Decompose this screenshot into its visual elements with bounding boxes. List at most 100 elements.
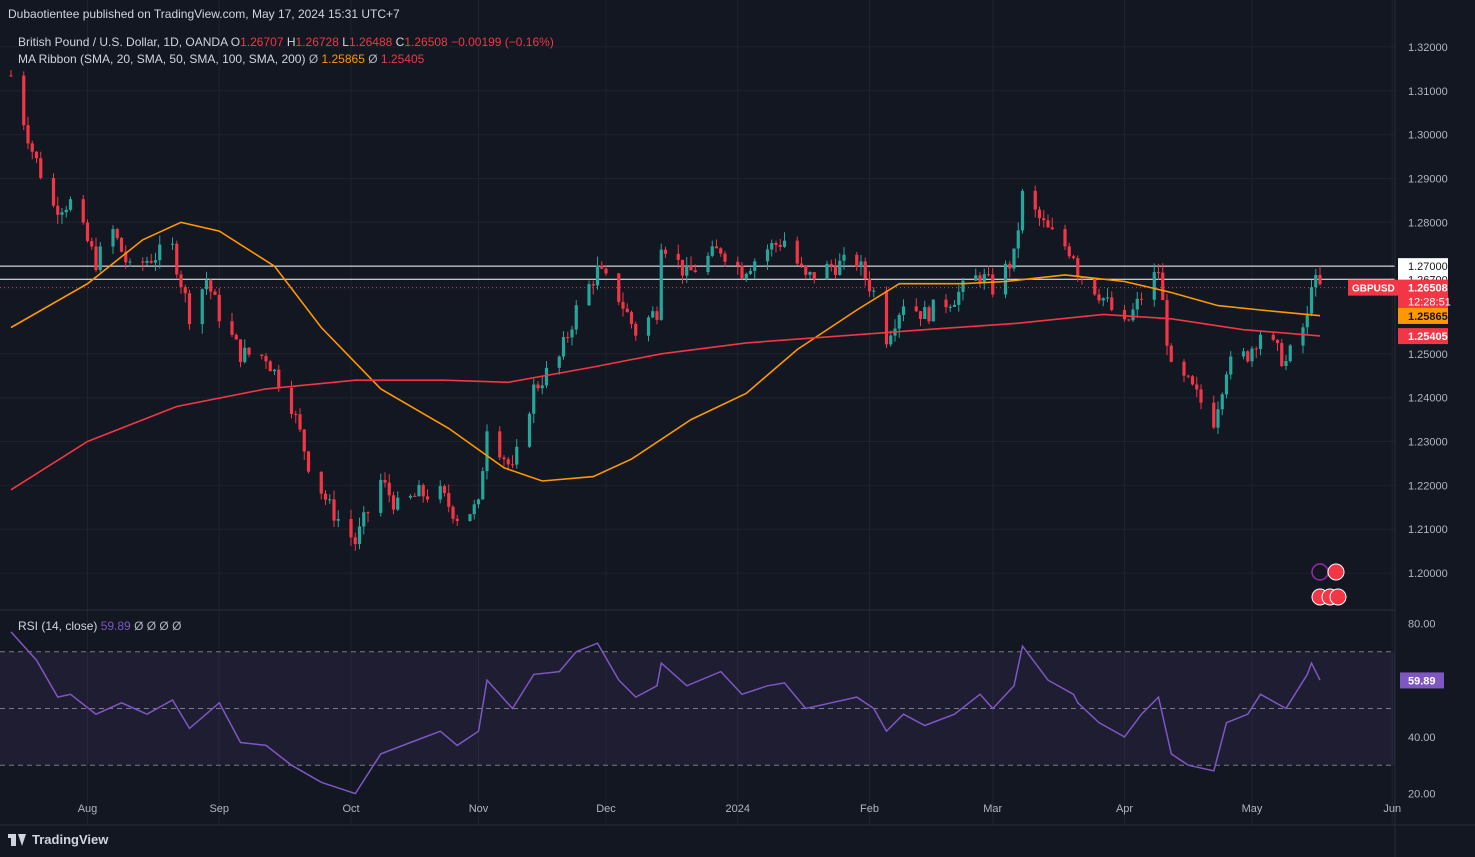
price-tick-label: 1.27000: [1408, 261, 1448, 273]
candle-body: [455, 518, 459, 521]
price-tick-label: 1.22000: [1408, 480, 1448, 492]
candle-body: [124, 251, 128, 263]
candle-body: [944, 299, 948, 308]
candle-body: [574, 305, 578, 330]
candle-body: [782, 240, 787, 247]
candle-body: [1131, 309, 1135, 321]
low-label: L: [342, 35, 349, 49]
candle-body: [604, 268, 608, 274]
candle-body: [51, 177, 56, 206]
us-flag-icon-3[interactable]: [1329, 588, 1347, 606]
candle-body: [111, 229, 115, 247]
close-value: 1.26508: [404, 35, 448, 49]
ma-price-tag: [1398, 307, 1448, 324]
ma-ribbon-label: MA Ribbon (SMA, 20, SMA, 50, SMA, 100, S…: [18, 52, 306, 66]
candle-body: [1003, 263, 1008, 295]
symbol-tag-label: GBPUSD: [1352, 284, 1395, 295]
candle-body: [1169, 345, 1173, 362]
candle-body: [298, 414, 302, 430]
candle-body: [302, 429, 306, 452]
candle-body: [476, 499, 481, 505]
ma-price-tag-value: 1.25405: [1408, 331, 1448, 343]
candle-body: [872, 290, 876, 292]
candle-body: [991, 274, 995, 295]
ma-line-sma-200: [10, 313, 1321, 491]
rsi-legend: RSI (14, close) 59.89 Ø Ø Ø Ø: [18, 619, 181, 633]
candle-body: [706, 255, 710, 273]
candle-body: [1258, 334, 1263, 350]
candle-body: [842, 254, 846, 261]
candle-body: [859, 261, 863, 268]
candle-body: [9, 75, 13, 77]
brand-label: TradingView: [32, 832, 109, 847]
candle-body: [141, 261, 145, 263]
candle-body: [770, 243, 774, 250]
candle-body: [387, 482, 391, 496]
candle-body: [812, 272, 816, 280]
candle-body: [68, 199, 73, 210]
candle-body: [468, 514, 472, 521]
candle-body: [1161, 272, 1165, 301]
candle-body: [408, 495, 413, 498]
candle-body: [183, 287, 187, 294]
time-tick-label: Apr: [1116, 803, 1133, 815]
candle-body: [1033, 190, 1037, 210]
ma-price-tag-value: 1.25865: [1408, 311, 1448, 323]
candle-body: [1093, 278, 1097, 295]
rsi-tick-label: 20.00: [1408, 789, 1436, 801]
candle-body: [1122, 309, 1127, 320]
candle-body: [1199, 389, 1203, 403]
ma-symbol-2: Ø: [368, 52, 378, 66]
candle-body: [396, 497, 400, 510]
candle-body: [1224, 374, 1229, 395]
candle-body: [595, 265, 600, 286]
candle-body: [413, 495, 417, 497]
high-value: 1.26728: [295, 35, 339, 49]
flash-event-icon[interactable]: [1311, 563, 1329, 581]
publisher-line: Dubaotientee published on TradingView.co…: [8, 7, 400, 21]
uk-flag-icon[interactable]: [1327, 563, 1345, 581]
candle-body: [94, 246, 98, 271]
candle-body: [825, 263, 829, 280]
candle-body: [289, 387, 294, 414]
candle-body: [740, 265, 744, 279]
candle-body: [1110, 297, 1114, 310]
candle-body: [544, 367, 549, 386]
price-tick-label: 1.23000: [1408, 437, 1448, 449]
low-value: 1.26488: [348, 35, 393, 49]
candle-body: [646, 317, 651, 336]
tradingview-logo[interactable]: TradingView: [8, 832, 108, 847]
price-tick-label: 1.30000: [1408, 130, 1448, 142]
candle-body: [986, 274, 991, 276]
price-tick-label: 1.24000: [1408, 393, 1448, 405]
candle-body: [1271, 334, 1275, 340]
candlestick-series: [9, 70, 1322, 551]
open-label: O: [230, 35, 241, 49]
candle-body: [778, 244, 782, 247]
candle-body: [1063, 229, 1067, 247]
candle-body: [447, 493, 451, 507]
ma-value-2: 1.25405: [380, 52, 425, 66]
time-tick-label: Sep: [209, 803, 229, 815]
candle-body: [685, 265, 689, 276]
time-tick-label: May: [1242, 803, 1263, 815]
candle-body: [774, 243, 778, 245]
candle-body: [829, 263, 833, 267]
candle-body: [1139, 298, 1144, 300]
high-label: H: [286, 35, 296, 49]
candle-body: [383, 479, 387, 483]
candle-body: [680, 259, 685, 276]
candle-body: [617, 273, 621, 302]
candle-body: [1190, 376, 1195, 385]
event-icons[interactable]: [1311, 563, 1347, 606]
candle-body: [736, 261, 740, 266]
candle-body: [1042, 218, 1046, 221]
candle-body: [277, 369, 281, 388]
candle-body: [884, 290, 889, 345]
candle-body: [217, 294, 221, 322]
candle-body: [175, 243, 179, 275]
candle-body: [621, 301, 625, 309]
price-tick-label: 1.32000: [1408, 42, 1448, 54]
candle-body: [765, 249, 770, 262]
